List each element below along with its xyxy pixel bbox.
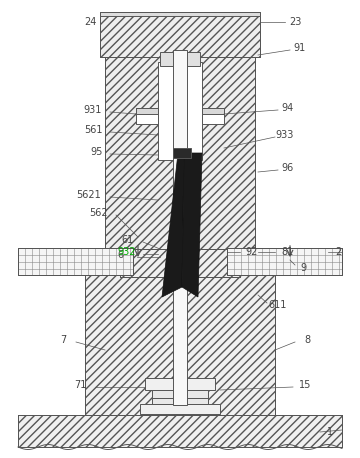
Text: 933: 933 [276, 130, 294, 140]
Text: 61: 61 [122, 235, 134, 245]
Text: 96: 96 [282, 163, 294, 173]
Text: 562: 562 [90, 208, 108, 218]
Text: 94: 94 [282, 103, 294, 113]
Text: 2: 2 [335, 247, 341, 257]
Text: 24: 24 [84, 17, 96, 27]
Bar [227, 248, 342, 275]
Text: 71: 71 [74, 380, 86, 390]
Text: 561: 561 [84, 125, 102, 135]
Bar [136, 108, 158, 114]
Bar [18, 248, 133, 275]
Text: 91: 91 [294, 43, 306, 53]
Polygon shape [105, 55, 255, 249]
Text: 95: 95 [91, 147, 103, 157]
Bar [202, 108, 224, 124]
Text: 15: 15 [299, 380, 311, 390]
Text: 6: 6 [117, 250, 123, 260]
Polygon shape [100, 12, 260, 57]
Bar [18, 248, 133, 275]
Bar [152, 398, 208, 404]
Polygon shape [18, 415, 342, 447]
Bar [152, 390, 208, 398]
Text: 9: 9 [300, 263, 306, 273]
Text: 8: 8 [304, 335, 310, 345]
Bar [202, 108, 224, 114]
Polygon shape [182, 153, 202, 297]
Bar [145, 378, 215, 390]
Polygon shape [85, 275, 275, 415]
Text: 931: 931 [84, 105, 102, 115]
Text: 611: 611 [269, 300, 287, 310]
Bar [136, 108, 158, 124]
Text: 81: 81 [281, 247, 293, 257]
Bar [140, 404, 220, 414]
Text: 932: 932 [118, 247, 136, 257]
Bar [173, 50, 187, 405]
Text: 1: 1 [327, 427, 333, 437]
Bar [227, 248, 342, 275]
Text: 92: 92 [246, 247, 258, 257]
Text: 23: 23 [289, 17, 301, 27]
Bar [173, 148, 191, 158]
Polygon shape [120, 249, 240, 277]
Bar [100, 12, 260, 16]
Bar [160, 52, 200, 66]
Polygon shape [162, 153, 184, 297]
Text: 7: 7 [60, 335, 66, 345]
Text: 5621: 5621 [77, 190, 102, 200]
Bar [158, 62, 202, 160]
